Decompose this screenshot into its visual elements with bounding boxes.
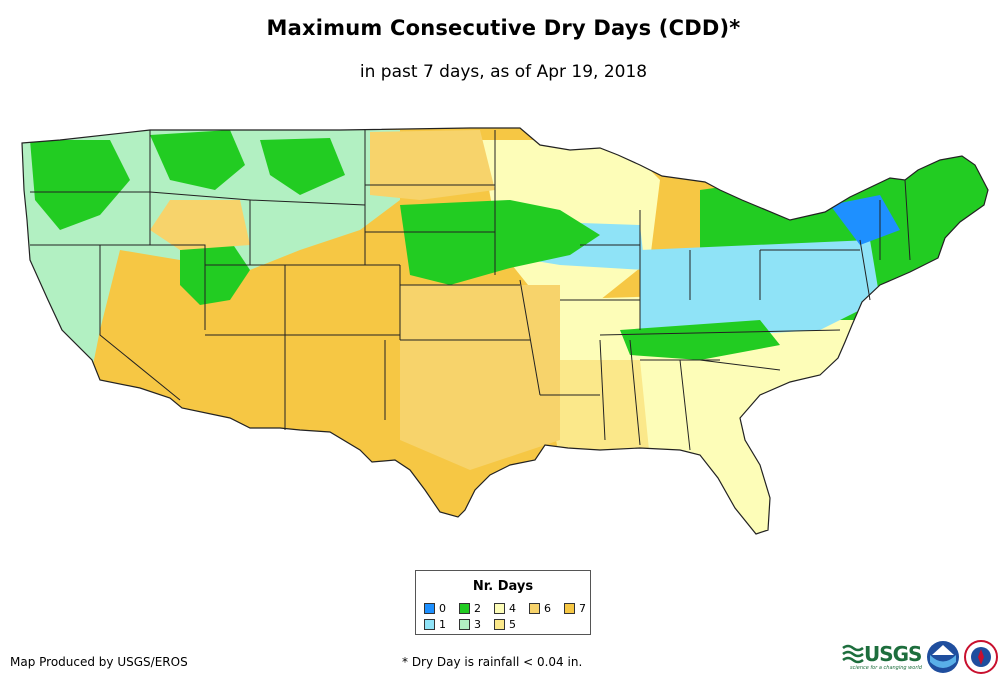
legend-swatch-2 (459, 603, 470, 614)
legend-swatch-0 (424, 603, 435, 614)
credit-text: Map Produced by USGS/EROS (10, 655, 188, 669)
noaa-logo-icon (927, 641, 959, 673)
north-dakota-region (370, 130, 495, 200)
idaho-south-region (150, 200, 250, 250)
legend-swatch-3 (459, 619, 470, 630)
legend-label-4: 4 (509, 602, 516, 615)
idaho-green (150, 130, 245, 190)
map-subtitle: in past 7 days, as of Apr 19, 2018 (359, 62, 648, 82)
usgs-tagline: science for a changing world (850, 665, 922, 671)
usgs-wordmark: USGS (864, 642, 922, 666)
legend-title: Nr. Days (472, 579, 534, 594)
state-boundaries (21, 127, 989, 535)
usgs-waves-icon (842, 644, 864, 664)
legend-swatch-4 (494, 603, 505, 614)
legend-label-6: 6 (544, 602, 551, 615)
legend-swatch-7 (564, 603, 575, 614)
map-title: Maximum Consecutive Dry Days (CDD)* (266, 16, 741, 40)
usgs-logo: USGS science for a changing world (842, 640, 922, 674)
montana-green (260, 138, 345, 195)
legend-label-0: 0 (439, 602, 446, 615)
legend-label-5: 5 (509, 618, 516, 631)
gulf-coast-region (540, 360, 650, 460)
adirondack-zero-area (830, 195, 900, 245)
legend-swatch-5 (494, 619, 505, 630)
legend-swatch-1 (424, 619, 435, 630)
footnote-text: * Dry Day is rainfall < 0.04 in. (402, 655, 583, 669)
legend-label-7: 7 (579, 602, 586, 615)
legend-swatch-6 (529, 603, 540, 614)
utah-green (180, 240, 250, 305)
southern-plains-region (400, 285, 560, 470)
legend-label-1: 1 (439, 618, 446, 631)
nws-logo-icon (964, 640, 998, 674)
tennessee-green (620, 320, 780, 360)
map-legend: Nr. Days 0 1 2 3 4 5 6 7 (415, 570, 591, 635)
legend-label-3: 3 (474, 618, 481, 631)
nebraska-dakota-band (400, 200, 600, 285)
legend-label-2: 2 (474, 602, 481, 615)
washington-green (30, 140, 130, 230)
